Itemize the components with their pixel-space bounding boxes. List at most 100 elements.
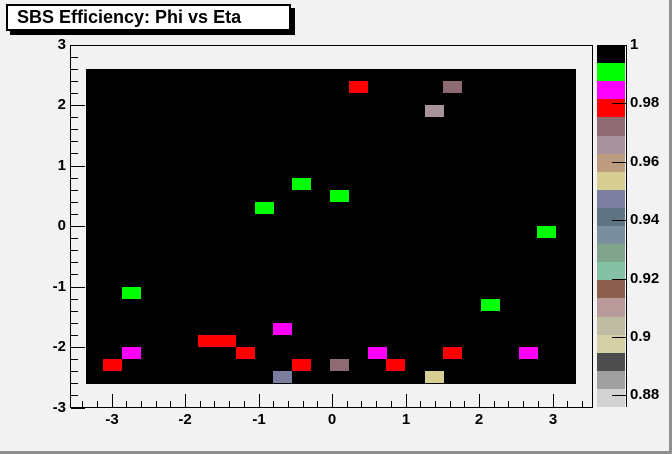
palette-color-band bbox=[597, 298, 625, 317]
palette-tick bbox=[612, 103, 627, 104]
palette-tick-label: 0.94 bbox=[630, 211, 660, 228]
palette-color-band bbox=[597, 262, 625, 280]
y-axis-minor-tick bbox=[71, 141, 78, 142]
y-axis-major-tick bbox=[71, 45, 85, 46]
y-axis-minor-tick bbox=[71, 335, 78, 336]
palette-color-band bbox=[597, 280, 625, 298]
x-axis-minor-tick bbox=[82, 401, 83, 408]
x-axis-tick-label: 3 bbox=[548, 411, 558, 428]
palette-tick bbox=[612, 45, 627, 46]
x-axis-minor-tick bbox=[435, 401, 436, 408]
x-axis-minor-tick bbox=[273, 401, 274, 408]
plot-title: SBS Efficiency: Phi vs Eta bbox=[17, 7, 242, 27]
palette-tick bbox=[612, 279, 627, 280]
x-axis-minor-tick bbox=[214, 401, 215, 408]
x-axis-major-tick bbox=[259, 394, 260, 408]
histogram-bin bbox=[481, 299, 500, 311]
y-axis-tick-label: 3 bbox=[57, 36, 66, 53]
histogram-bin bbox=[330, 359, 349, 371]
palette-color-band bbox=[597, 117, 625, 136]
palette-tick-label: 0.88 bbox=[630, 386, 660, 403]
y-axis-minor-tick bbox=[71, 323, 78, 324]
palette-tick-label: 0.96 bbox=[630, 153, 660, 170]
x-axis-minor-tick bbox=[391, 401, 392, 408]
y-axis-tick-label: 2 bbox=[57, 96, 66, 113]
palette-color-band bbox=[597, 317, 625, 335]
palette-color-band bbox=[597, 99, 625, 117]
y-axis-minor-tick bbox=[71, 81, 78, 82]
x-axis-minor-tick bbox=[97, 401, 98, 408]
palette-color-band bbox=[597, 208, 625, 226]
histogram-bin bbox=[255, 202, 274, 214]
y-axis-minor-tick bbox=[71, 299, 78, 300]
x-axis-minor-tick bbox=[244, 401, 245, 408]
y-axis-minor-tick bbox=[71, 153, 78, 154]
y-axis-minor-tick bbox=[71, 57, 78, 58]
histogram-bin bbox=[103, 359, 122, 371]
x-axis-minor-tick bbox=[288, 401, 289, 408]
x-axis-major-tick bbox=[406, 394, 407, 408]
y-axis-minor-tick bbox=[71, 178, 78, 179]
y-axis-tick-label: -2 bbox=[52, 338, 66, 355]
histogram-bin bbox=[122, 347, 141, 359]
histogram-bin bbox=[425, 105, 444, 117]
palette-tick-label: 0.98 bbox=[630, 94, 660, 111]
y-axis-minor-tick bbox=[71, 311, 78, 312]
palette-color-band bbox=[597, 172, 625, 190]
palette-tick-label: 0.92 bbox=[630, 270, 660, 287]
x-axis-minor-tick bbox=[200, 401, 201, 408]
y-axis-minor-tick bbox=[71, 69, 78, 70]
y-axis-major-tick bbox=[71, 166, 85, 167]
x-axis-minor-tick bbox=[229, 401, 230, 408]
palette-tick-label: 1 bbox=[630, 36, 639, 53]
y-axis-minor-tick bbox=[71, 117, 78, 118]
y-axis-major-tick bbox=[71, 287, 85, 288]
y-axis-minor-tick bbox=[71, 383, 78, 384]
x-axis-minor-tick bbox=[464, 401, 465, 408]
histogram-bin bbox=[537, 226, 556, 238]
x-axis-tick-label: 1 bbox=[401, 411, 411, 428]
x-axis-minor-tick bbox=[538, 401, 539, 408]
palette-tick bbox=[612, 337, 627, 338]
palette-color-band bbox=[597, 371, 625, 389]
y-axis-minor-tick bbox=[71, 190, 78, 191]
palette-axis-line bbox=[626, 45, 627, 407]
palette-color-band bbox=[597, 353, 625, 371]
x-axis-major-tick bbox=[112, 394, 113, 408]
histogram-bin bbox=[425, 371, 444, 383]
y-axis-minor-tick bbox=[71, 395, 78, 396]
y-axis-minor-tick bbox=[71, 262, 78, 263]
x-axis-minor-tick bbox=[170, 401, 171, 408]
x-axis-minor-tick bbox=[523, 401, 524, 408]
x-axis-minor-tick bbox=[317, 401, 318, 408]
histogram-bin bbox=[349, 81, 368, 93]
histogram-bin bbox=[198, 335, 217, 347]
y-axis-tick-label: 0 bbox=[57, 217, 66, 234]
x-axis-tick-label: -1 bbox=[252, 411, 266, 428]
y-axis-minor-tick bbox=[71, 274, 78, 275]
x-axis-major-tick bbox=[553, 394, 554, 408]
palette-color-band bbox=[597, 389, 625, 407]
palette-tick bbox=[612, 162, 627, 163]
y-axis-major-tick bbox=[71, 347, 85, 348]
palette-color-band bbox=[597, 45, 625, 63]
histogram-bin bbox=[519, 347, 538, 359]
x-axis-minor-tick bbox=[494, 401, 495, 408]
x-axis-minor-tick bbox=[420, 401, 421, 408]
palette-color-band bbox=[597, 244, 625, 262]
palette-tick bbox=[612, 395, 627, 396]
palette-color-band bbox=[597, 335, 625, 353]
x-axis-major-tick bbox=[479, 394, 480, 408]
histogram-bin bbox=[273, 323, 292, 335]
palette-color-band bbox=[597, 81, 625, 99]
y-axis-minor-tick bbox=[71, 359, 78, 360]
x-axis-minor-tick bbox=[582, 401, 583, 408]
y-axis-minor-tick bbox=[71, 202, 78, 203]
y-axis-minor-tick bbox=[71, 93, 78, 94]
x-axis-minor-tick bbox=[126, 401, 127, 408]
histogram-bin bbox=[368, 347, 387, 359]
x-axis-tick-label: -2 bbox=[178, 411, 192, 428]
x-axis-minor-tick bbox=[361, 401, 362, 408]
